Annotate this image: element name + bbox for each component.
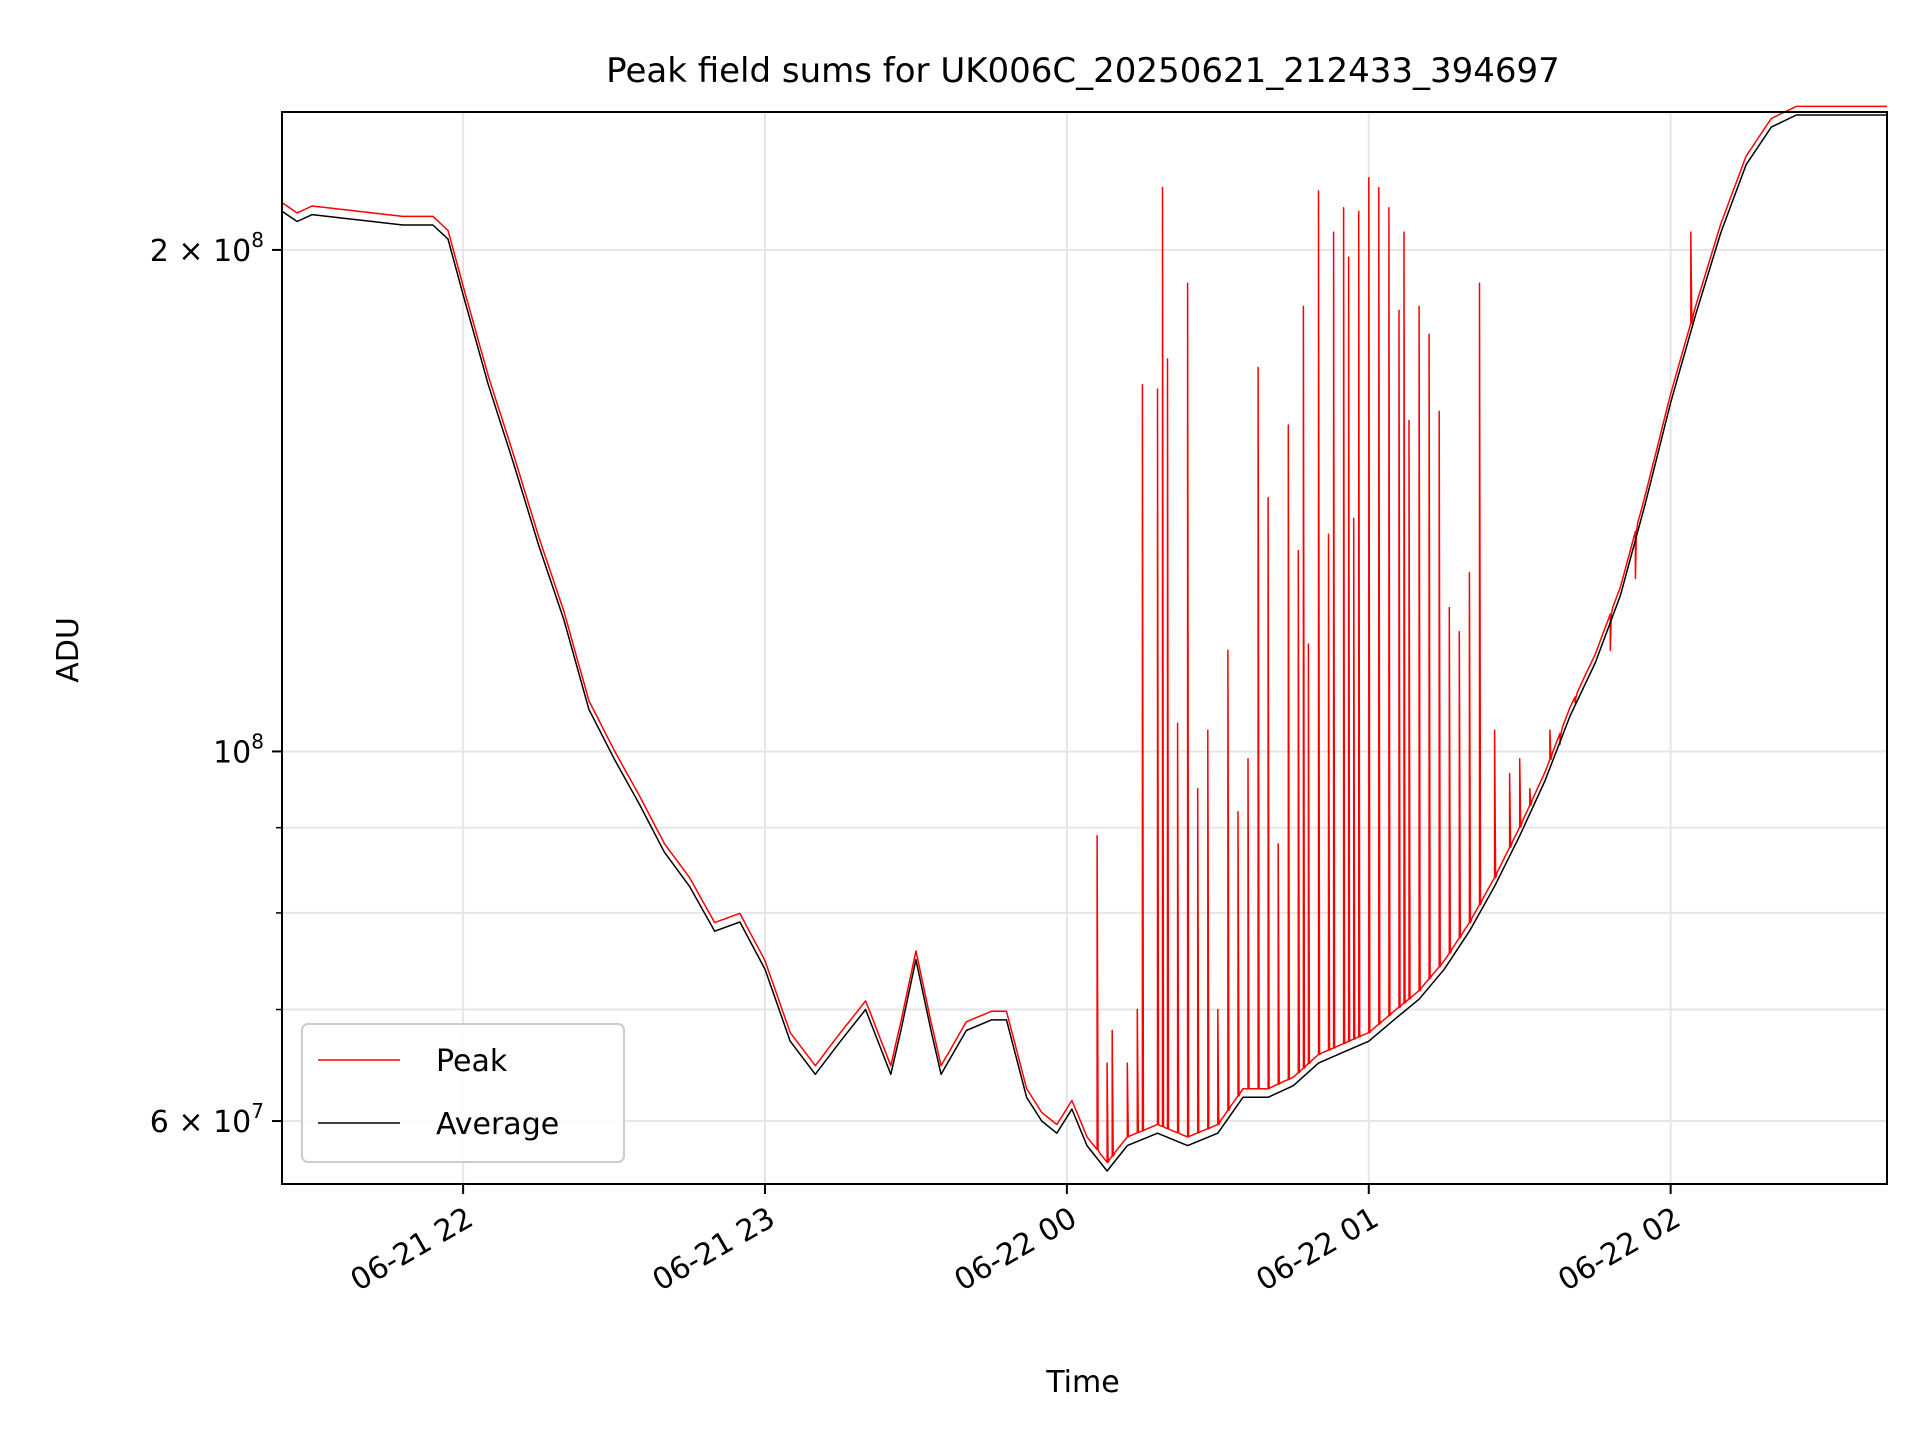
legend: Peak Average (301, 1023, 625, 1163)
y-tick-label: 108 (213, 729, 264, 770)
series-lines (281, 105, 1887, 1172)
y-tick-label: 6 × 107 (150, 1099, 264, 1140)
legend-label-peak: Peak (436, 1044, 508, 1079)
legend-label-average: Average (436, 1107, 559, 1142)
x-axis-label: Time (1045, 1365, 1119, 1400)
y-tick-label: 2 × 108 (150, 228, 264, 269)
series-line-average (281, 114, 1887, 1172)
chart-title: Peak field sums for UK006C_20250621_2124… (606, 51, 1560, 91)
grid-lines (282, 112, 1887, 1184)
plot-area-frame (281, 111, 1888, 1185)
series-line-peak (281, 105, 1887, 1164)
y-axis: 6 × 107 108 2 × 108 (150, 228, 282, 1140)
legend-box (301, 1023, 625, 1163)
y-axis-label: ADU (51, 617, 86, 683)
